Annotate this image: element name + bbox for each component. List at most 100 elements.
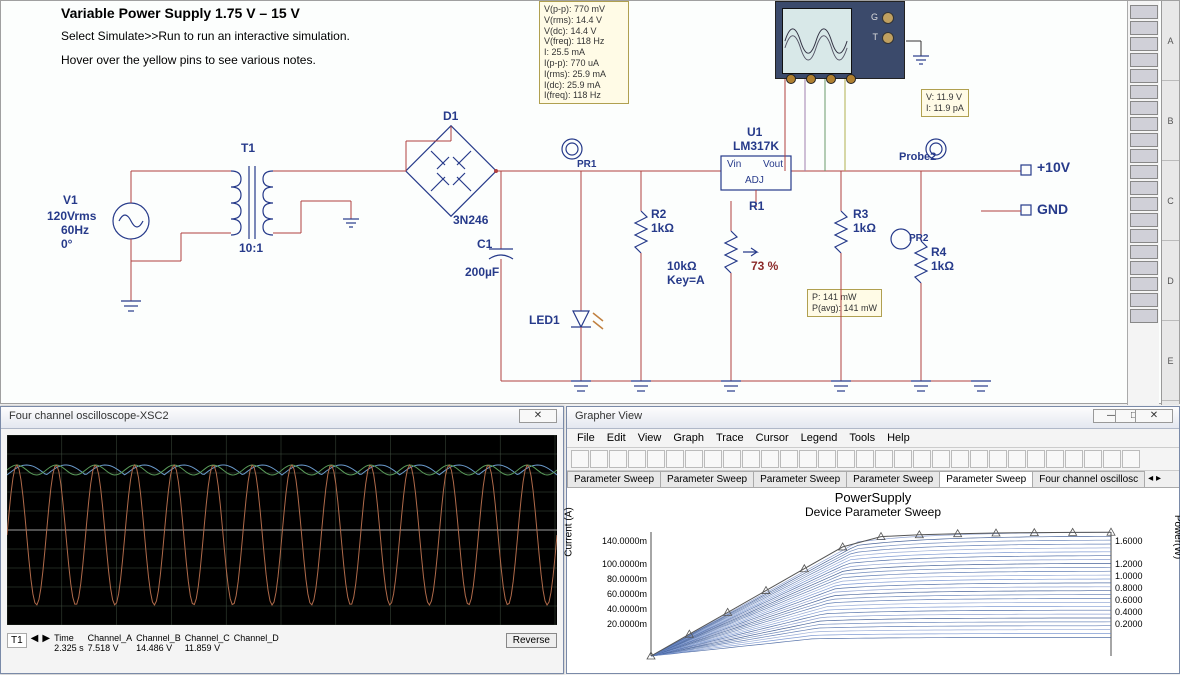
grapher-tab[interactable]: Parameter Sweep <box>939 471 1033 487</box>
scope-port-c[interactable] <box>826 74 836 84</box>
palette-icon[interactable] <box>1130 101 1158 115</box>
toolbar-icon[interactable] <box>818 450 836 468</box>
scope-port-a[interactable] <box>786 74 796 84</box>
grapher-tab[interactable]: Parameter Sweep <box>660 471 754 487</box>
palette-icon[interactable] <box>1130 85 1158 99</box>
r4-val: 1kΩ <box>931 259 954 273</box>
menu-item[interactable]: View <box>634 431 666 445</box>
grapher-chart[interactable]: PowerSupply Device Parameter Sweep Curre… <box>567 488 1179 664</box>
palette-icon[interactable] <box>1130 261 1158 275</box>
toolbar-icon[interactable] <box>894 450 912 468</box>
tab-scroll-icon[interactable]: ◂ ▸ <box>1144 471 1165 487</box>
menu-item[interactable]: Graph <box>669 431 708 445</box>
grapher-tabs[interactable]: Parameter SweepParameter SweepParameter … <box>567 471 1179 488</box>
reverse-button[interactable]: Reverse <box>506 633 557 648</box>
toolbar-icon[interactable] <box>666 450 684 468</box>
menu-item[interactable]: Edit <box>603 431 630 445</box>
grapher-tab[interactable]: Four channel oscillosc <box>1032 471 1145 487</box>
grapher-toolbar[interactable] <box>567 448 1179 471</box>
palette-icon[interactable] <box>1130 117 1158 131</box>
grapher-menubar[interactable]: File Edit ViewGraph Trace Cursor LegendTools H… <box>567 429 1179 448</box>
toolbar-icon[interactable] <box>1008 450 1026 468</box>
c1-ref: C1 <box>477 237 492 251</box>
palette-icon[interactable] <box>1130 277 1158 291</box>
toolbar-icon[interactable] <box>875 450 893 468</box>
scope-port-d[interactable] <box>846 74 856 84</box>
palette-icon[interactable] <box>1130 165 1158 179</box>
palette-icon[interactable] <box>1130 5 1158 19</box>
r3-ref: R3 <box>853 207 868 221</box>
menu-item[interactable]: Tools <box>845 431 879 445</box>
toolbar-icon[interactable] <box>628 450 646 468</box>
menu-item[interactable]: Help <box>883 431 914 445</box>
toolbar-icon[interactable] <box>1046 450 1064 468</box>
palette-icon[interactable] <box>1130 229 1158 243</box>
toolbar-icon[interactable] <box>647 450 665 468</box>
toolbar-icon[interactable] <box>1103 450 1121 468</box>
osc-titlebar[interactable]: Four channel oscilloscope-XSC2 ✕ <box>1 407 563 429</box>
toolbar-icon[interactable] <box>590 450 608 468</box>
palette-icon[interactable] <box>1130 37 1158 51</box>
toolbar-icon[interactable] <box>780 450 798 468</box>
palette-icon[interactable] <box>1130 69 1158 83</box>
toolbar-icon[interactable] <box>856 450 874 468</box>
arrow-left-icon[interactable]: ◀ <box>31 633 39 644</box>
palette-icon[interactable] <box>1130 181 1158 195</box>
toolbar-icon[interactable] <box>571 450 589 468</box>
toolbar-icon[interactable] <box>704 450 722 468</box>
d1-ref: D1 <box>443 109 458 123</box>
osc-plot[interactable] <box>7 435 557 625</box>
scope-port-b[interactable] <box>806 74 816 84</box>
c1-val: 200µF <box>465 265 499 279</box>
toolbar-icon[interactable] <box>913 450 931 468</box>
menu-item[interactable]: Cursor <box>752 431 793 445</box>
toolbar-icon[interactable] <box>742 450 760 468</box>
toolbar-icon[interactable] <box>951 450 969 468</box>
palette-icon[interactable] <box>1130 197 1158 211</box>
grapher-tab[interactable]: Parameter Sweep <box>567 471 661 487</box>
toolbar-icon[interactable] <box>837 450 855 468</box>
toolbar-icon[interactable] <box>609 450 627 468</box>
toolbar-icon[interactable] <box>1065 450 1083 468</box>
oscilloscope-instrument[interactable]: G T <box>775 1 905 79</box>
palette-icon[interactable] <box>1130 245 1158 259</box>
palette-icon[interactable] <box>1130 293 1158 307</box>
component-palette[interactable] <box>1127 1 1159 405</box>
toolbar-icon[interactable] <box>1122 450 1140 468</box>
grapher-titlebar[interactable]: Grapher View — □ ✕ <box>567 407 1179 429</box>
col-value: 7.518 V <box>88 643 133 653</box>
toolbar-icon[interactable] <box>1027 450 1045 468</box>
oscilloscope-window[interactable]: Four channel oscilloscope-XSC2 ✕ T1 ◀ ▶ … <box>0 406 564 674</box>
palette-icon[interactable] <box>1130 21 1158 35</box>
ytick-right: 1.0000 <box>1115 571 1155 581</box>
grapher-window[interactable]: Grapher View — □ ✕ File Edit ViewGraph Trac… <box>566 406 1180 674</box>
arrow-right-icon[interactable]: ▶ <box>42 633 50 644</box>
probe2-tooltip: V: 11.9 V I: 11.9 pA <box>921 89 969 117</box>
palette-icon[interactable] <box>1130 213 1158 227</box>
menu-item[interactable]: Legend <box>797 431 842 445</box>
toolbar-icon[interactable] <box>761 450 779 468</box>
t1-marker-label[interactable]: T1 <box>7 633 27 648</box>
palette-icon[interactable] <box>1130 133 1158 147</box>
menu-item[interactable]: Trace <box>712 431 748 445</box>
menu-item[interactable]: File <box>573 431 599 445</box>
grapher-close-button[interactable]: ✕ <box>1135 409 1173 423</box>
scope-knob-t[interactable] <box>882 32 894 44</box>
knob-label: T <box>873 32 879 42</box>
grapher-tab[interactable]: Parameter Sweep <box>753 471 847 487</box>
toolbar-icon[interactable] <box>1084 450 1102 468</box>
toolbar-icon[interactable] <box>932 450 950 468</box>
schematic-title: Variable Power Supply 1.75 V – 15 V <box>61 5 300 21</box>
palette-icon[interactable] <box>1130 149 1158 163</box>
toolbar-icon[interactable] <box>970 450 988 468</box>
toolbar-icon[interactable] <box>989 450 1007 468</box>
schematic-canvas[interactable]: Variable Power Supply 1.75 V – 15 V Sele… <box>0 0 1180 404</box>
palette-icon[interactable] <box>1130 53 1158 67</box>
toolbar-icon[interactable] <box>685 450 703 468</box>
palette-icon[interactable] <box>1130 309 1158 323</box>
osc-close-button[interactable]: ✕ <box>519 409 557 423</box>
scope-knob-g[interactable] <box>882 12 894 24</box>
grapher-tab[interactable]: Parameter Sweep <box>846 471 940 487</box>
toolbar-icon[interactable] <box>723 450 741 468</box>
toolbar-icon[interactable] <box>799 450 817 468</box>
